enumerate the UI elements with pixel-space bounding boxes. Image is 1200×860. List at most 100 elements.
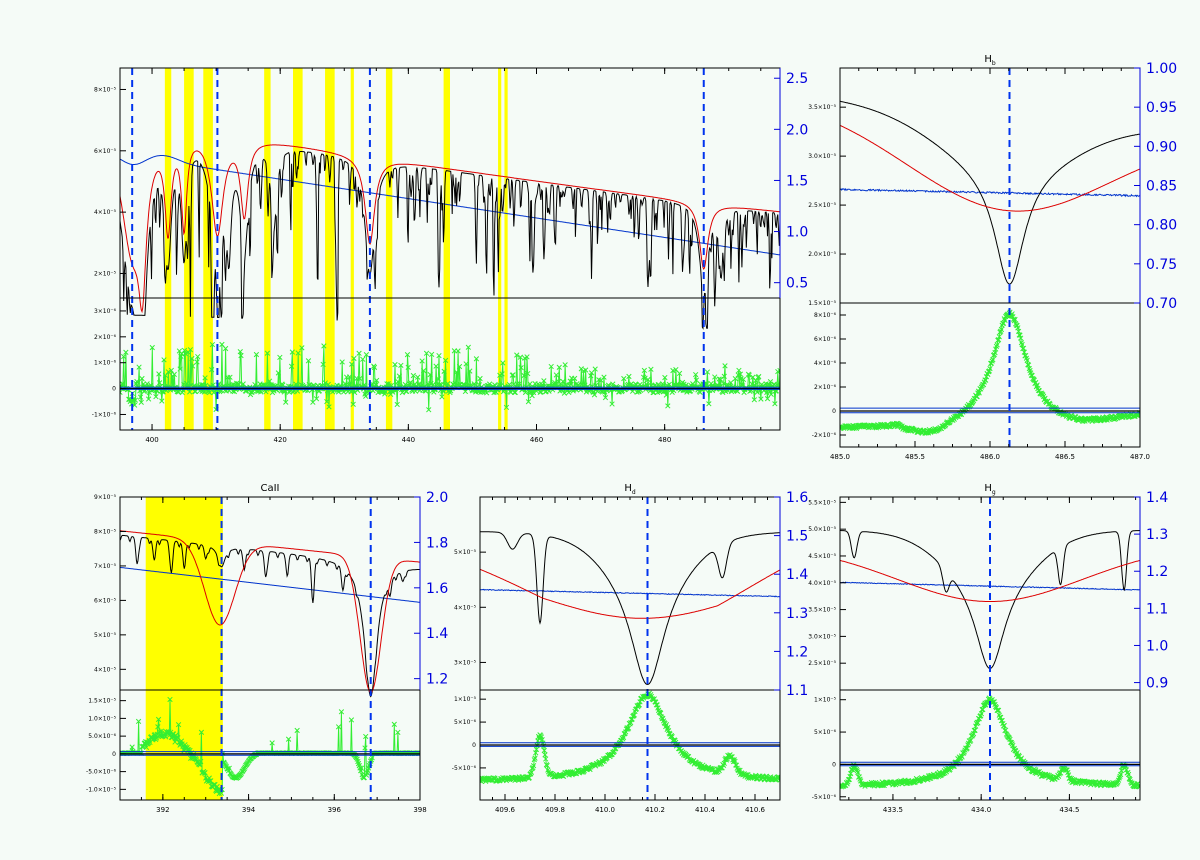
y-right-tick-label: 1.5	[786, 529, 808, 545]
y-tick-label: 6×10⁻⁵	[94, 597, 117, 604]
residual-point	[156, 371, 162, 377]
highlight-band	[98, 68, 111, 430]
y-right-tick-label: 0.85	[1146, 179, 1177, 195]
x-tick-label: 485.0	[830, 453, 850, 461]
y-tick-label: 6×10⁻⁵	[94, 148, 117, 155]
y-tick-label: 5×10⁻⁵	[94, 632, 117, 639]
y-tick-label: 4×10⁻⁵	[94, 209, 117, 216]
y-right-tick-label: 1.6	[426, 581, 448, 597]
x-tick-label: 434.0	[971, 806, 991, 814]
residual-point	[351, 355, 357, 362]
model-series	[840, 559, 1140, 602]
y-right-tick-label: 2.5	[786, 71, 808, 87]
residual-line	[840, 310, 1140, 435]
observed-series	[840, 100, 1140, 285]
highlight-band	[184, 68, 194, 430]
observed-series	[120, 151, 780, 330]
residual-point	[524, 354, 530, 360]
residual-point	[149, 344, 155, 351]
y-tick-label: 9×10⁻⁵	[94, 494, 117, 501]
x-tick-label: 440	[402, 436, 415, 444]
x-tick-label: 480	[658, 436, 671, 444]
y-right-tick-label: 1.0	[786, 225, 808, 241]
residual-y-tick-label: 0	[832, 761, 836, 768]
residual-y-tick-label: 6×10⁻⁶	[814, 336, 837, 343]
highlight-band	[504, 68, 508, 430]
residual-point	[572, 375, 578, 382]
residual-point	[455, 348, 461, 354]
residual-y-tick-label: 4×10⁻⁶	[814, 360, 837, 367]
y-right-tick-label: 0.80	[1146, 218, 1177, 234]
x-tick-label: 396	[328, 806, 342, 814]
panel-title: CaII	[260, 483, 279, 494]
y-right-tick-label: 1.1	[786, 683, 808, 699]
residual-point	[429, 351, 435, 358]
residual-point	[363, 352, 370, 358]
plot-area	[120, 497, 420, 800]
residual-y-tick-label: 1.5×10⁻⁵	[88, 698, 116, 705]
continuum-series	[480, 588, 780, 598]
residual-point	[167, 696, 173, 703]
lower-frame	[119, 297, 781, 431]
panel-hg: 433.5 434.0 434.5 2.5×10⁻⁵ 3.0×10⁻⁵ 3.5×10⁻⁵ 4…	[808, 483, 1168, 814]
panel-caii: 392 394 396 398 4×10⁻⁵ 5×10⁻⁵ 6×10⁻⁵ 7×10⁻⁵ 8×10…	[86, 483, 448, 814]
y-right-tick-label: 1.3	[786, 606, 808, 622]
highlight-band	[27, 68, 33, 430]
residual-y-tick-label: 1.0×10⁻⁵	[88, 715, 116, 722]
residual-point	[120, 389, 123, 396]
plot-area	[27, 68, 780, 430]
y-tick-label: 7×10⁻⁵	[94, 563, 117, 570]
residual-point	[335, 724, 342, 730]
residual-point	[419, 358, 425, 364]
residual-point	[202, 375, 208, 381]
y-right-tick-label: 1.5	[786, 173, 808, 189]
y-tick-label: 4.5×10⁻⁵	[808, 553, 836, 560]
y-tick-label: 5.5×10⁻⁵	[808, 499, 836, 506]
residual-point	[219, 341, 225, 348]
y-tick-label: 3.0×10⁻⁵	[808, 153, 836, 160]
residual-point	[338, 709, 345, 715]
plot-area	[480, 497, 780, 800]
residual-y-tick-label: 5×10⁻⁶	[454, 719, 477, 726]
y-right-tick-label: 2.0	[786, 122, 808, 138]
residual-point	[356, 350, 362, 356]
residual-point	[473, 356, 480, 362]
y-tick-label: 2.5×10⁻⁵	[808, 202, 836, 209]
lower-frame	[839, 689, 1141, 801]
residual-y-tick-label: 1×10⁻⁵	[454, 696, 477, 703]
highlight-band	[385, 68, 393, 430]
model-series	[840, 124, 1140, 212]
residual-y-tick-label: -1.0×10⁻⁵	[86, 786, 117, 793]
residual-point	[395, 729, 401, 736]
y-tick-label: 4×10⁻⁵	[94, 666, 117, 673]
y-right-tick-label: 1.2	[786, 644, 808, 660]
residual-y-tick-label: -5.0×10⁻⁶	[86, 769, 117, 776]
residual-y-tick-label: 5×10⁻⁶	[814, 729, 837, 736]
residual-point	[562, 362, 568, 368]
highlight-band	[293, 68, 303, 430]
y-right-tick-label: 1.1	[1146, 601, 1168, 617]
y-tick-label: 3.5×10⁻⁵	[808, 607, 836, 614]
plot-area	[840, 497, 1140, 800]
y-right-tick-label: 0.75	[1146, 257, 1177, 273]
highlight-band	[443, 68, 450, 430]
y-right-tick-label: 1.3	[1146, 527, 1168, 543]
x-tick-label: 485.5	[905, 453, 925, 461]
continuum-series	[840, 187, 1140, 198]
residual-point	[662, 374, 668, 381]
residual-point	[777, 777, 780, 783]
y-right-tick-label: 1.2	[426, 672, 448, 688]
residual-y-tick-label: 2×10⁻⁶	[94, 334, 117, 341]
residual-point	[423, 350, 430, 356]
residual-point	[404, 352, 411, 358]
residual-y-tick-label: 0	[472, 742, 476, 749]
residual-point	[277, 354, 283, 361]
x-tick-label: 410.6	[745, 806, 766, 814]
x-tick-label: 487.0	[1130, 453, 1150, 461]
panel-title: Hd	[624, 483, 636, 496]
y-right-tick-label: 1.00	[1146, 61, 1177, 77]
residual-point	[168, 367, 174, 374]
highlight-band	[325, 68, 335, 430]
residual-point	[648, 366, 654, 372]
